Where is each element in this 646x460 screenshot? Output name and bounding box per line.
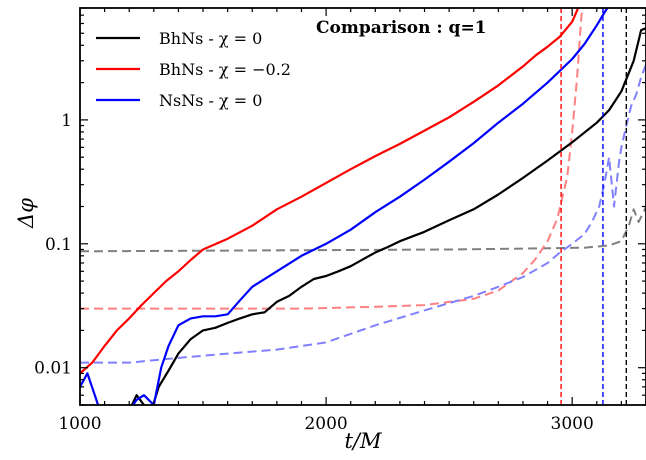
legend-label-nsns-chi0: NsNs - χ = 0	[159, 91, 262, 110]
series-line-5	[80, 64, 646, 364]
legend: BhNs - χ = 0 BhNs - χ = −0.2 NsNs - χ = …	[96, 29, 291, 110]
series-line-2	[80, 8, 609, 405]
series-layer	[80, 8, 646, 405]
chart-title: Comparison : q=1	[316, 18, 487, 38]
y-axis-label: Δφ	[14, 198, 38, 229]
series-line-4	[80, 8, 583, 310]
x-tick-label: 1000	[58, 414, 101, 434]
y-tick-label: 0.1	[45, 235, 72, 255]
vline-layer	[560, 8, 628, 405]
y-tick-label: 1	[61, 111, 72, 131]
x-axis-label: t/M	[344, 429, 382, 453]
legend-label-bhns-chi0: BhNs - χ = 0	[159, 29, 262, 48]
series-line-0	[130, 27, 646, 405]
tick-layer: 1000 2000 3000 0.01 0.1 1	[34, 7, 646, 434]
y-tick-label: 0.01	[34, 359, 72, 379]
series-line-3	[80, 206, 646, 253]
x-tick-label: 2000	[304, 414, 347, 434]
series-line-1	[80, 8, 580, 375]
x-tick-label: 3000	[551, 414, 594, 434]
legend-label-bhns-chi-neg: BhNs - χ = −0.2	[159, 60, 291, 79]
